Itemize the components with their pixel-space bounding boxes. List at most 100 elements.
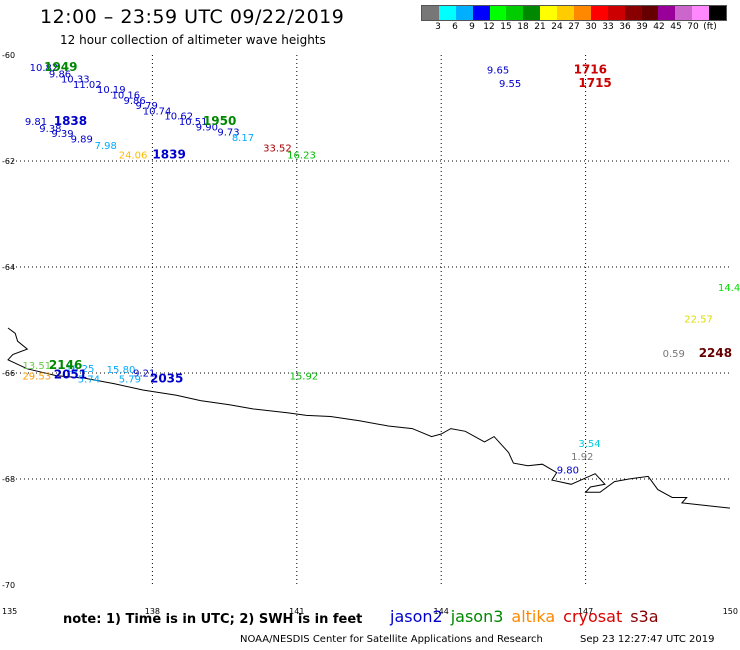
scale-label: 36	[619, 22, 631, 32]
longitude-label: 147	[578, 607, 593, 616]
scale-label: 21	[534, 22, 546, 32]
coastline	[7, 327, 731, 509]
scale-swatch	[709, 6, 727, 20]
wave-height-value: 13.51	[22, 361, 51, 372]
wave-height-value: 9.81	[25, 117, 47, 128]
color-scale-labels: 3 6 9 12 15 18 21 24 27 30 33 36 39 42 45 70 (ft)	[421, 22, 727, 36]
footer-note: note: 1) Time is in UTC; 2) SWH is in fe…	[63, 612, 363, 627]
wave-height-value: 9.21	[133, 369, 155, 380]
wave-height-value: 10.51	[179, 117, 208, 128]
wave-height-value: 8.17	[232, 133, 254, 144]
page-subtitle: 12 hour collection of altimeter wave hei…	[60, 33, 326, 47]
scale-label: 70	[687, 22, 699, 32]
longitude-label: 144	[434, 607, 449, 616]
wave-height-value: 22.57	[684, 315, 713, 326]
scale-swatch	[557, 6, 575, 20]
scale-swatch	[607, 6, 625, 20]
latitude-label: -68	[2, 475, 15, 484]
wave-height-value: 14.4	[718, 283, 740, 294]
longitude-label: 141	[289, 607, 304, 616]
wave-height-value: 10.74	[143, 106, 172, 117]
legend-altika: altika	[511, 607, 556, 626]
wave-height-value: 10.16	[111, 90, 140, 101]
scale-label: 3	[435, 22, 441, 32]
legend-s3a: s3a	[630, 607, 659, 626]
scale-swatch	[455, 6, 473, 20]
scale-label: 42	[653, 22, 665, 32]
wave-height-value: 10.62	[164, 112, 193, 123]
wave-height-value: 7.98	[95, 141, 117, 152]
pass-time-label: 1949	[44, 60, 77, 74]
longitude-label: 150	[723, 607, 738, 616]
wave-height-value: 33.52	[263, 143, 292, 154]
wave-height-value: 11.02	[73, 80, 102, 91]
scale-label: 15	[500, 22, 512, 32]
wave-height-value: 10.33	[61, 75, 90, 86]
scale-swatch	[590, 6, 608, 20]
scale-swatch	[540, 6, 558, 20]
wave-height-value: 9.80	[557, 466, 579, 477]
scale-swatch	[675, 6, 693, 20]
legend-jason2: jason2	[390, 607, 443, 626]
scale-swatch	[574, 6, 591, 20]
wave-height-value: 3.54	[578, 439, 600, 450]
wave-height-value: 16.23	[287, 150, 316, 161]
pass-time-label: 1716	[574, 63, 607, 77]
legend-cryosat: cryosat	[563, 607, 623, 626]
pass-time-label: 1838	[54, 114, 87, 128]
scale-swatch	[624, 6, 642, 20]
wave-height-value: 9.39	[51, 129, 73, 140]
wave-height-value: 15.80	[107, 365, 136, 376]
longitude-label: 135	[2, 607, 17, 616]
wave-height-value: 24.06	[119, 150, 148, 161]
scale-label: 18	[517, 22, 529, 32]
scale-swatch	[658, 6, 676, 20]
scale-swatch	[523, 6, 541, 20]
page-title: 12:00 – 23:59 UTC 09/22/2019	[40, 6, 345, 28]
wave-height-value: 9.86	[49, 69, 71, 80]
scale-label: 9	[469, 22, 475, 32]
wave-height-value: 10.19	[97, 85, 126, 96]
wave-height-value: 9.79	[136, 101, 158, 112]
scale-swatch	[641, 6, 659, 20]
scale-label: (ft)	[703, 22, 717, 32]
satellite-legend: jason2 jason3 altika cryosat s3a	[390, 607, 667, 626]
pass-time-label: 1839	[152, 147, 185, 161]
latitude-label: -70	[2, 581, 15, 590]
latitude-label: -60	[2, 51, 15, 60]
scale-label: 33	[602, 22, 614, 32]
scale-label: 39	[636, 22, 648, 32]
latitude-label: -62	[2, 157, 15, 166]
wave-height-value: 9.55	[499, 79, 521, 90]
pass-time-label: 2035	[150, 372, 183, 386]
longitude-label: 138	[145, 607, 160, 616]
credit-text: NOAA/NESDIS Center for Satellite Applica…	[240, 634, 543, 645]
pass-time-label: 1715	[578, 76, 611, 90]
pass-time-label: 2248	[699, 346, 732, 360]
wave-height-value: 1.92	[571, 452, 593, 463]
wave-height-value: 5.79	[119, 375, 141, 386]
wave-height-value: 15.92	[290, 371, 319, 382]
scale-swatch	[506, 6, 524, 20]
pass-time-label: 1950	[203, 114, 236, 128]
wave-height-value: 0.59	[663, 349, 685, 360]
wave-height-value: 9.86	[124, 96, 146, 107]
scale-label: 24	[551, 22, 563, 32]
wave-height-value: 9.90	[196, 122, 218, 133]
pass-time-label: 2051	[54, 367, 87, 381]
wave-height-value: 5.74	[78, 375, 100, 386]
scale-label: 27	[568, 22, 580, 32]
wave-height-value: 16.25	[66, 364, 95, 375]
scale-label: 6	[452, 22, 458, 32]
wave-height-value: 9.38	[39, 124, 61, 135]
pass-time-label: 2146	[49, 358, 82, 372]
latitude-label: -66	[2, 369, 15, 378]
scale-label: 45	[670, 22, 682, 32]
latitude-label: -64	[2, 263, 15, 272]
wave-height-value: 9.65	[487, 66, 509, 77]
timestamp-text: Sep 23 12:27:47 UTC 2019	[580, 634, 715, 645]
legend-jason3: jason3	[450, 607, 504, 626]
wave-height-value: 9.89	[71, 134, 93, 145]
wave-height-value: 9.73	[217, 128, 239, 139]
color-scale-bar	[421, 5, 727, 21]
